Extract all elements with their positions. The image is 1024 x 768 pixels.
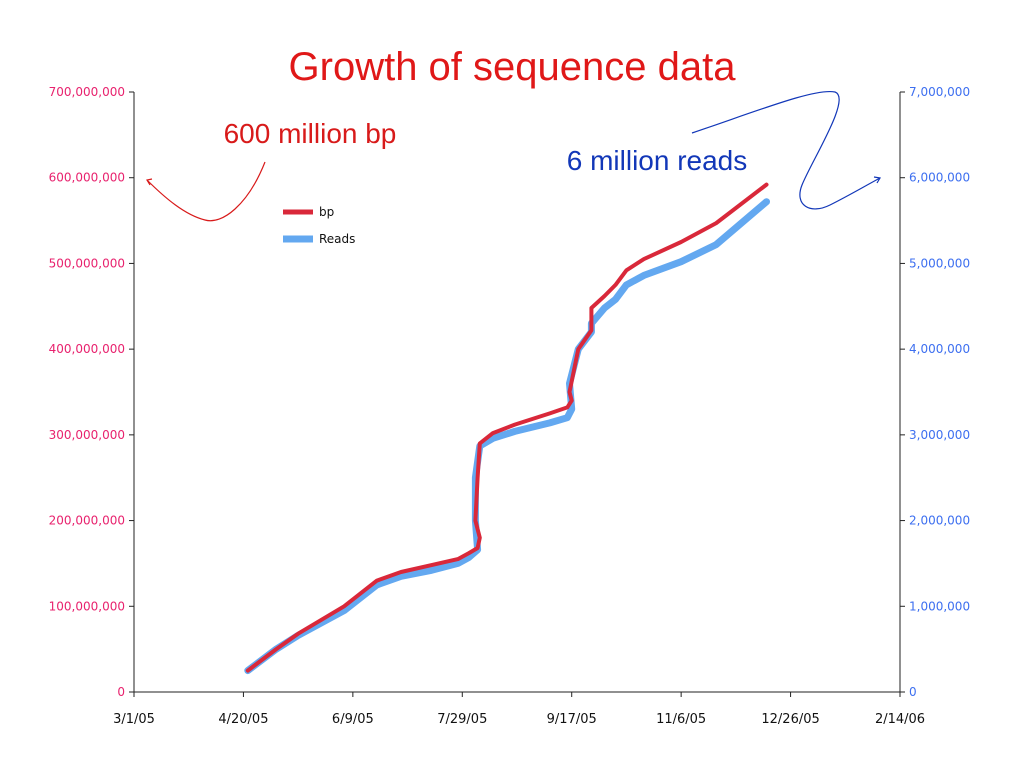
legend-label-bp: bp [319, 205, 334, 219]
right-tick-label: 4,000,000 [909, 342, 970, 356]
annotation-reads-arrowhead [873, 176, 881, 184]
chart-title: Growth of sequence data [289, 45, 737, 89]
right-tick-label: 2,000,000 [909, 514, 970, 528]
annotation-bp-arrowhead [146, 178, 153, 186]
left-tick-label: 100,000,000 [49, 599, 125, 613]
right-tick-label: 1,000,000 [909, 599, 970, 613]
right-axis-ticks: 0 1,000,000 2,000,000 3,000,000 4,000,000 5,0… [900, 85, 970, 699]
x-tick-label: 11/6/05 [656, 712, 706, 727]
right-tick-label: 3,000,000 [909, 428, 970, 442]
x-tick-label: 6/9/05 [332, 712, 374, 727]
series-line-reads [244, 198, 770, 675]
series-line-bp [245, 182, 769, 673]
left-tick-label: 0 [117, 685, 125, 699]
left-tick-label: 600,000,000 [49, 171, 125, 185]
x-tick-label: 2/14/06 [875, 712, 925, 727]
left-tick-label: 500,000,000 [49, 256, 125, 270]
x-tick-label: 3/1/05 [113, 712, 155, 727]
right-tick-label: 6,000,000 [909, 171, 970, 185]
left-tick-label: 300,000,000 [49, 428, 125, 442]
right-tick-label: 5,000,000 [909, 256, 970, 270]
left-tick-label: 700,000,000 [49, 85, 125, 99]
legend: bp Reads [283, 205, 355, 246]
left-tick-label: 400,000,000 [49, 342, 125, 356]
x-axis-ticks: 3/1/05 4/20/05 6/9/05 7/29/05 9/17/05 11/6/05… [113, 692, 925, 727]
annotation-reads-arrow [691, 90, 881, 210]
annotation-bp: 600 million bp [224, 118, 397, 149]
x-tick-label: 7/29/05 [437, 712, 487, 727]
right-tick-label: 7,000,000 [909, 85, 970, 99]
x-tick-label: 12/26/05 [761, 712, 819, 727]
x-tick-label: 9/17/05 [547, 712, 597, 727]
legend-label-reads: Reads [319, 232, 355, 246]
right-tick-label: 0 [909, 685, 917, 699]
left-tick-label: 200,000,000 [49, 514, 125, 528]
annotation-reads: 6 million reads [567, 145, 748, 176]
annotation-bp-arrow [146, 161, 266, 222]
x-tick-label: 4/20/05 [218, 712, 268, 727]
left-axis-ticks: 0 100,000,000 200,000,000 300,000,000 400,00… [49, 85, 134, 699]
